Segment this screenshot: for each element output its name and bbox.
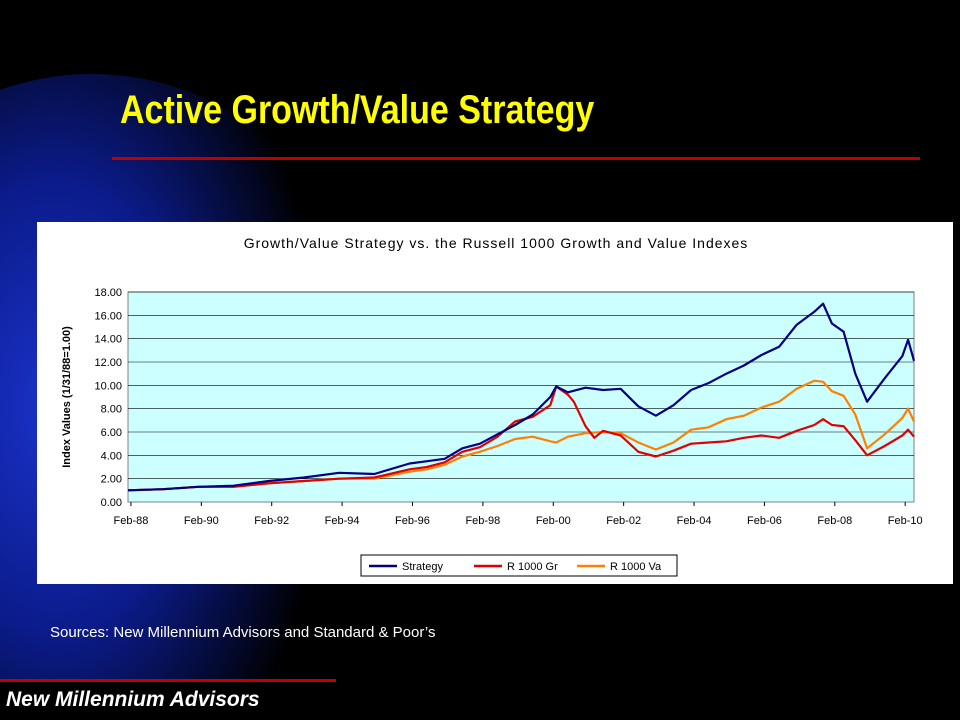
series-line-r-1000-gr (127, 385, 915, 492)
y-tick-label: 0.00 (101, 497, 122, 509)
y-tick-label: 16.00 (94, 310, 122, 322)
line-chart: Growth/Value Strategy vs. the Russell 10… (61, 235, 923, 577)
title-divider (112, 157, 920, 160)
x-tick-label: Feb-90 (184, 515, 219, 527)
series-line-strategy (127, 302, 916, 492)
x-tick-label: Feb-00 (536, 515, 571, 527)
y-tick-label: 12.00 (94, 357, 122, 369)
x-tick-label: Feb-96 (395, 515, 430, 527)
y-tick-label: 4.00 (101, 450, 122, 462)
x-tick-label: Feb-88 (114, 515, 149, 527)
legend-box (360, 554, 678, 577)
chart-panel: Growth/Value Strategy vs. the Russell 10… (37, 222, 953, 584)
y-axis-ticks: 0.00 2.00 4.00 6.00 8.00 10.00 12.00 14.00 16.00… (94, 287, 122, 509)
x-tick-label: Feb-02 (606, 515, 641, 527)
x-tick-label: Feb-98 (465, 515, 500, 527)
legend-label: R 1000 Va (610, 561, 662, 573)
x-tick-label: Feb-92 (254, 515, 289, 527)
y-tick-label: 2.00 (101, 474, 122, 486)
chart-legend: Strategy R 1000 Gr R 1000 Va (360, 554, 678, 577)
y-tick-label: 6.00 (101, 427, 122, 439)
slide-title: Active Growth/Value Strategy (120, 88, 595, 132)
footer-divider (0, 679, 336, 682)
footer-company-name: New Millennium Advisors (6, 688, 260, 711)
x-tick-label: Feb-04 (677, 515, 712, 527)
x-axis-ticks: Feb-88 Feb-90 Feb-92 Feb-94 Feb-96 Feb-98 Feb-… (114, 502, 923, 527)
x-tick-label: Feb-08 (817, 515, 852, 527)
x-tick-label: Feb-06 (747, 515, 782, 527)
plot-area (127, 291, 915, 503)
gridlines (128, 291, 914, 479)
series-lines (127, 302, 916, 492)
x-tick-label: Feb-94 (325, 515, 360, 527)
x-tick-label: Feb-10 (888, 515, 923, 527)
y-tick-label: 18.00 (94, 287, 122, 299)
y-tick-label: 14.00 (94, 334, 122, 346)
y-tick-label: 8.00 (101, 404, 122, 416)
y-axis-label: Index Values (1/31/88=1.00) (61, 326, 73, 468)
legend-label: R 1000 Gr (507, 561, 558, 573)
legend-label: Strategy (402, 561, 443, 573)
chart-title: Growth/Value Strategy vs. the Russell 10… (244, 235, 749, 251)
sources-note: Sources: New Millennium Advisors and Sta… (50, 624, 436, 641)
y-tick-label: 10.00 (94, 380, 122, 392)
